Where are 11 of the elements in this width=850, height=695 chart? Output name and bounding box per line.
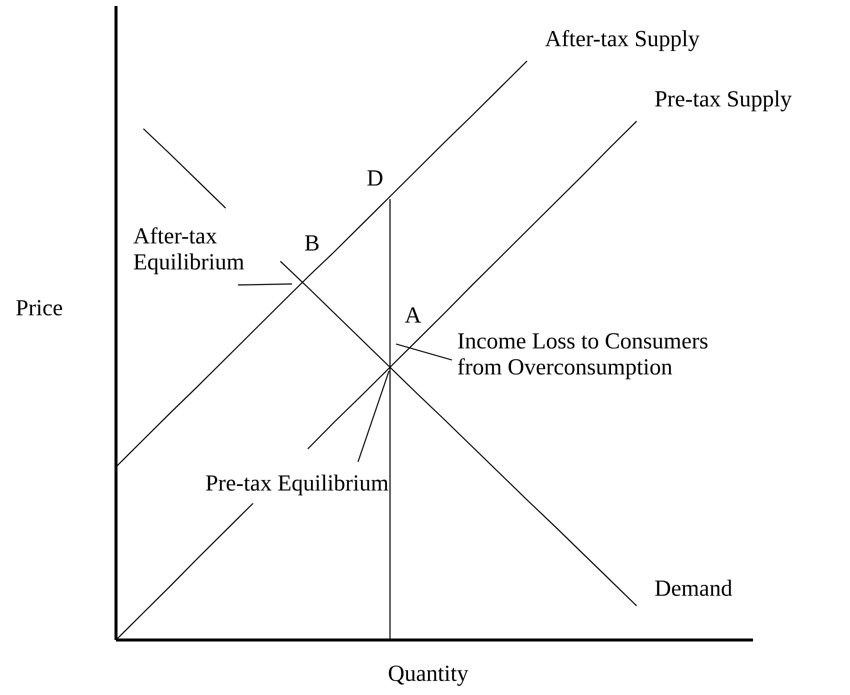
y-axis-title: Price [16,300,62,316]
series-label: Pre-tax Supply [655,90,792,112]
series-label: Demand [655,580,732,596]
annotation: Income Loss to Consumers from Overconsumption [458,333,708,380]
annotation: Pre-tax Equilibrium [206,474,388,496]
annotation: A [404,307,422,323]
x-axis-title: Quantity [388,666,468,686]
annotation: After-tax Equilibrium [133,227,244,274]
annotation: B [304,235,319,251]
annotation: D [367,170,382,186]
series-label: After-tax Supply [545,30,700,52]
